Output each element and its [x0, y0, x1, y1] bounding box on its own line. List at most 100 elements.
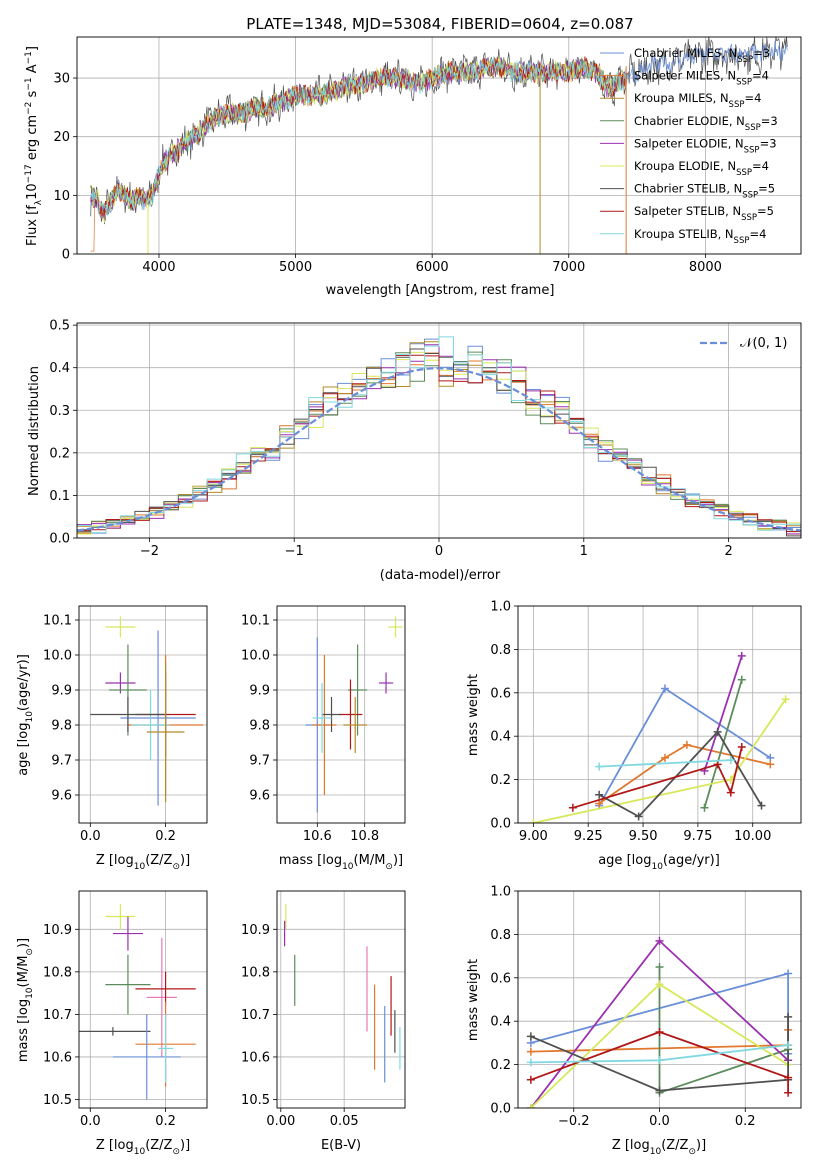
- y-axis-label: mass weight: [466, 959, 481, 1041]
- y-tick-label: 9.9: [51, 684, 72, 699]
- x-tick-label: 0.0: [80, 829, 101, 844]
- legend-name: Salpeter ELODIE, N: [634, 136, 744, 150]
- y-tick-label: 0.5: [49, 319, 70, 334]
- x-tick-label: 9.00: [519, 829, 548, 844]
- y-tick-label: 0: [62, 248, 70, 263]
- legend-entry: Kroupa ELODIE, NSSP=4: [634, 159, 769, 178]
- legend-name: Kroupa STELIB, N: [634, 227, 734, 241]
- label-segment: (Z/Z: [145, 853, 172, 868]
- weight-marker: [766, 760, 775, 769]
- x-tick-label: 0.2: [155, 829, 176, 844]
- y-tick-label: 0.4: [490, 1015, 511, 1030]
- label-segment: mass [log: [16, 999, 31, 1062]
- weight-marker: [682, 740, 691, 749]
- axes-frame: [78, 605, 208, 824]
- weight-marker: [784, 1041, 793, 1050]
- y-axis-label: mass weight: [466, 674, 481, 756]
- plot-area: [277, 606, 405, 823]
- x-axis-label: mass [log10(M/M⊙)]: [279, 853, 403, 872]
- label-segment: (age/yr)]: [16, 654, 31, 711]
- x-tick-label: 6000: [416, 260, 449, 275]
- y-tick-label: 0.0: [490, 817, 511, 832]
- legend-n: =3: [760, 136, 777, 150]
- x-tick-label: 10.8: [350, 829, 379, 844]
- label-segment: )]: [180, 1138, 190, 1153]
- gaussian-curve: [77, 367, 801, 532]
- x-tick-label: 8000: [689, 260, 722, 275]
- label-segment: )]: [696, 1138, 706, 1153]
- weight-line: [658, 967, 789, 1095]
- legend-sub: SSP: [736, 168, 752, 178]
- label-segment: λ: [34, 199, 44, 205]
- x-tick-label: 0.05: [330, 1114, 359, 1129]
- weight-marker: [726, 788, 735, 797]
- weight-marker: [568, 803, 577, 812]
- gridlines: [518, 606, 801, 823]
- gridlines: [79, 891, 207, 1108]
- weight-marker: [526, 1047, 535, 1056]
- x-tick-label: 9.75: [683, 829, 712, 844]
- y-tick-label: 9.6: [249, 789, 270, 804]
- legend-n: =4: [744, 91, 761, 105]
- y-tick-label: 20: [53, 130, 70, 145]
- data-point: [105, 903, 136, 930]
- weight-marker: [526, 1032, 535, 1041]
- label-segment: 10: [25, 987, 35, 999]
- weight-marker: [737, 743, 746, 752]
- legend-entry: Salpeter MILES, NSSP=4: [634, 69, 769, 88]
- weight-marker: [529, 819, 538, 823]
- x-tick-label: 9.25: [574, 829, 603, 844]
- plot-area: [518, 891, 801, 1108]
- label-segment: ⊙: [25, 948, 35, 956]
- axes-frame: [517, 890, 802, 1109]
- label-segment: A: [25, 64, 40, 77]
- label-segment: −2: [24, 102, 34, 115]
- y-tick-label: 10.5: [241, 1093, 270, 1108]
- x-tick-label: 4000: [142, 260, 175, 275]
- plot-area: [79, 891, 207, 1108]
- legend-name: Kroupa ELODIE, N: [634, 159, 736, 173]
- histogram-series-8: [77, 336, 801, 534]
- gridlines: [277, 891, 405, 1108]
- y-tick-label: 9.6: [51, 789, 72, 804]
- y-axis-label: Normed distribution: [27, 366, 42, 496]
- legend-sub: SSP: [729, 100, 745, 110]
- label-segment: )]: [16, 938, 31, 948]
- y-axis-label: age [log10(age/yr)]: [16, 654, 35, 776]
- y-tick-label: 0.4: [490, 730, 511, 745]
- x-tick-label: 0.2: [735, 1114, 756, 1129]
- legend-n: =4: [749, 227, 766, 241]
- weight-marker: [713, 760, 722, 769]
- axes-weight-vs-Z: −0.2 0.0 0.2 0.0 0.2 0.4 0.6 0.8 1.0: [490, 885, 802, 1129]
- data-point: [90, 697, 166, 732]
- label-segment: 10: [650, 1147, 662, 1157]
- axes-age-vs-mass: 10.6 10.8 9.6 9.7 9.8 9.9 10.0 10.1: [241, 605, 406, 844]
- axes-frame: [76, 36, 802, 255]
- label-segment: (Z/Z: [661, 1138, 688, 1153]
- label-segment: Flux [f: [25, 205, 40, 246]
- y-tick-label: 1.0: [490, 600, 511, 615]
- label-segment: −1: [24, 51, 34, 64]
- legend-entry: 𝒩(0, 1): [740, 336, 787, 351]
- legend-name: Kroupa MILES, N: [634, 91, 729, 105]
- data-point: [105, 954, 151, 1015]
- data-point: [322, 697, 341, 732]
- legend-sub: SSP: [745, 123, 761, 133]
- x-tick-label: 10.00: [734, 829, 771, 844]
- y-tick-label: 0.6: [490, 686, 511, 701]
- gridlines: [277, 606, 405, 823]
- weight-marker: [700, 803, 709, 812]
- x-tick-label: 0.00: [266, 1114, 295, 1129]
- x-tick-label: 1: [580, 544, 588, 559]
- x-axis-label: (data-model)/error: [380, 568, 501, 583]
- label-segment: 10: [651, 862, 663, 872]
- label-segment: 10: [134, 1147, 146, 1157]
- weight-marker: [660, 684, 669, 693]
- y-tick-label: 0.2: [490, 1058, 511, 1073]
- axes-mass-vs-Z: 0.0 0.2 10.5 10.6 10.7 10.8 10.9: [43, 890, 208, 1129]
- legend-entry: Salpeter STELIB, NSSP=5: [634, 204, 774, 223]
- label-segment: −1: [24, 77, 34, 90]
- x-tick-label: 2: [724, 544, 732, 559]
- label-segment: erg cm: [25, 115, 40, 164]
